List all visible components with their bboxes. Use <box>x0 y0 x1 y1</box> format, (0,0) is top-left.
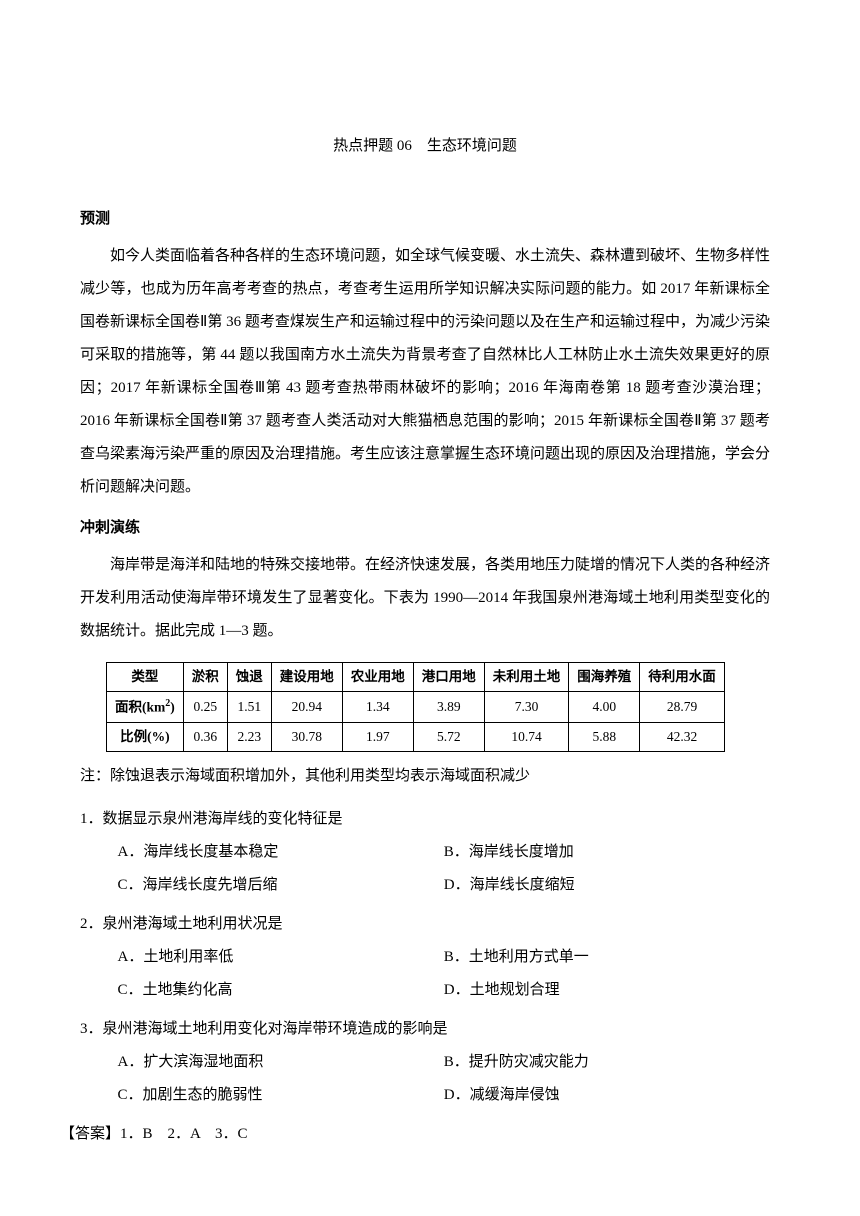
prediction-heading: 预测 <box>80 203 770 236</box>
th-col: 未利用土地 <box>484 663 569 692</box>
table-note: 注：除蚀退表示海域面积增加外，其他利用类型均表示海域面积减少 <box>80 760 770 793</box>
option-a: A．海岸线长度基本稳定 <box>118 836 444 869</box>
cell: 5.88 <box>569 723 640 752</box>
question-options: A．海岸线长度基本稳定 B．海岸线长度增加 C．海岸线长度先增后缩 D．海岸线长… <box>80 836 770 902</box>
option-c: C．加剧生态的脆弱性 <box>118 1079 444 1112</box>
table-header-row: 类型 淤积 蚀退 建设用地 农业用地 港口用地 未利用土地 围海养殖 待利用水面 <box>107 663 725 692</box>
cell: 10.74 <box>484 723 569 752</box>
option-b: B．提升防灾减灾能力 <box>444 1046 770 1079</box>
question-stem: 3．泉州港海域土地利用变化对海岸带环境造成的影响是 <box>80 1013 770 1046</box>
option-c: C．土地集约化高 <box>118 974 444 1007</box>
cell: 5.72 <box>413 723 484 752</box>
table-row: 面积(km2) 0.25 1.51 20.94 1.34 3.89 7.30 4… <box>107 692 725 723</box>
option-d: D．土地规划合理 <box>444 974 770 1007</box>
th-col: 蚀退 <box>227 663 271 692</box>
row-label-area: 面积(km2) <box>107 692 184 723</box>
cell: 0.25 <box>183 692 227 723</box>
th-col: 待利用水面 <box>640 663 725 692</box>
th-col: 农业用地 <box>342 663 413 692</box>
answer-line: 【答案】1．B 2．A 3．C <box>60 1118 770 1151</box>
th-col: 港口用地 <box>413 663 484 692</box>
th-col: 围海养殖 <box>569 663 640 692</box>
practice-intro: 海岸带是海洋和陆地的特殊交接地带。在经济快速发展，各类用地压力陡增的情况下人类的… <box>80 549 770 648</box>
question-options: A．土地利用率低 B．土地利用方式单一 C．土地集约化高 D．土地规划合理 <box>80 941 770 1007</box>
document-title: 热点押题 06 生态环境问题 <box>80 130 770 163</box>
option-d: D．减缓海岸侵蚀 <box>444 1079 770 1112</box>
cell: 20.94 <box>271 692 342 723</box>
cell: 7.30 <box>484 692 569 723</box>
cell: 28.79 <box>640 692 725 723</box>
row-label-ratio: 比例(%) <box>107 723 184 752</box>
option-a: A．土地利用率低 <box>118 941 444 974</box>
cell: 2.23 <box>227 723 271 752</box>
th-col: 淤积 <box>183 663 227 692</box>
option-a: A．扩大滨海湿地面积 <box>118 1046 444 1079</box>
question-options: A．扩大滨海湿地面积 B．提升防灾减灾能力 C．加剧生态的脆弱性 D．减缓海岸侵… <box>80 1046 770 1112</box>
cell: 4.00 <box>569 692 640 723</box>
cell: 42.32 <box>640 723 725 752</box>
question-1: 1．数据显示泉州港海岸线的变化特征是 A．海岸线长度基本稳定 B．海岸线长度增加… <box>80 803 770 902</box>
landuse-table: 类型 淤积 蚀退 建设用地 农业用地 港口用地 未利用土地 围海养殖 待利用水面… <box>106 662 725 752</box>
data-table-container: 类型 淤积 蚀退 建设用地 农业用地 港口用地 未利用土地 围海养殖 待利用水面… <box>106 662 770 752</box>
question-stem: 2．泉州港海域土地利用状况是 <box>80 908 770 941</box>
cell: 1.51 <box>227 692 271 723</box>
th-type: 类型 <box>107 663 184 692</box>
question-stem: 1．数据显示泉州港海岸线的变化特征是 <box>80 803 770 836</box>
cell: 0.36 <box>183 723 227 752</box>
practice-heading: 冲刺演练 <box>80 512 770 545</box>
question-3: 3．泉州港海域土地利用变化对海岸带环境造成的影响是 A．扩大滨海湿地面积 B．提… <box>80 1013 770 1112</box>
option-d: D．海岸线长度缩短 <box>444 869 770 902</box>
table-row: 比例(%) 0.36 2.23 30.78 1.97 5.72 10.74 5.… <box>107 723 725 752</box>
cell: 30.78 <box>271 723 342 752</box>
option-b: B．海岸线长度增加 <box>444 836 770 869</box>
option-b: B．土地利用方式单一 <box>444 941 770 974</box>
cell: 1.97 <box>342 723 413 752</box>
cell: 3.89 <box>413 692 484 723</box>
question-2: 2．泉州港海域土地利用状况是 A．土地利用率低 B．土地利用方式单一 C．土地集… <box>80 908 770 1007</box>
th-col: 建设用地 <box>271 663 342 692</box>
option-c: C．海岸线长度先增后缩 <box>118 869 444 902</box>
prediction-body: 如今人类面临着各种各样的生态环境问题，如全球气候变暖、水土流失、森林遭到破坏、生… <box>80 240 770 504</box>
cell: 1.34 <box>342 692 413 723</box>
